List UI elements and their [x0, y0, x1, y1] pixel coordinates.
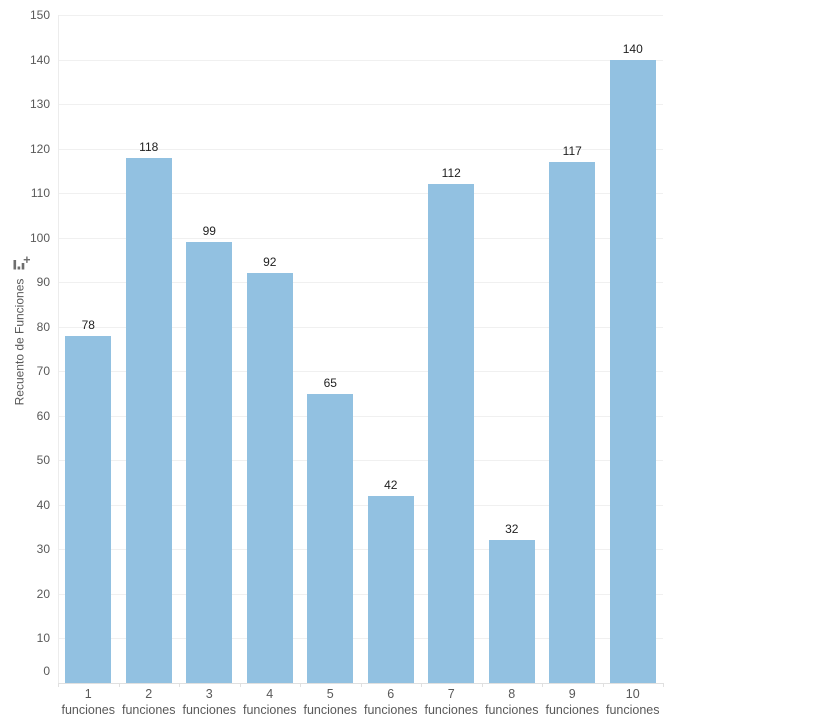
bar[interactable]	[367, 495, 414, 683]
x-tick-suffix: funciones	[121, 703, 176, 717]
bar[interactable]	[428, 184, 475, 683]
bar[interactable]	[246, 273, 293, 683]
x-tick-number: 9	[568, 687, 576, 701]
x-tick-suffix: funciones	[424, 703, 479, 717]
x-tick-number: 6	[387, 687, 395, 701]
gridline	[58, 504, 663, 506]
y-tick-label: 70	[36, 364, 50, 379]
axis-tick	[300, 683, 301, 687]
x-tick-label: 4 funciones	[243, 686, 297, 718]
y-tick-label: 40	[36, 497, 50, 512]
x-tick-label: 8 funciones	[485, 686, 539, 718]
x-tick-label: 9 funciones	[545, 686, 599, 718]
gridline	[58, 59, 663, 61]
axis-tick	[421, 683, 422, 687]
x-tick-suffix: funciones	[242, 703, 297, 717]
axis-tick	[239, 683, 241, 687]
x-tick-suffix: funciones	[182, 703, 237, 717]
x-tick-number: 8	[508, 687, 516, 701]
axis-tick	[360, 683, 362, 687]
x-tick-suffix: funciones	[484, 703, 539, 717]
gridline	[58, 282, 663, 284]
bar-value-label: 99	[202, 224, 216, 239]
x-tick-label: 10 funciones	[606, 686, 660, 718]
bar-value-label: 65	[323, 375, 337, 390]
x-tick-suffix: funciones	[363, 703, 418, 717]
gridline	[58, 371, 663, 373]
bar[interactable]	[609, 59, 656, 683]
y-tick-label: 130	[29, 97, 50, 112]
bar-value-label: 32	[505, 522, 519, 537]
y-tick-label: 60	[36, 408, 50, 423]
y-tick-label: 80	[36, 319, 50, 334]
y-tick-label: 0	[43, 664, 50, 678]
axis-tick	[542, 683, 543, 687]
x-tick-suffix: funciones	[605, 703, 660, 717]
bar[interactable]	[307, 393, 354, 683]
gridline	[58, 326, 663, 328]
x-tick-number: 2	[145, 687, 153, 701]
axis-tick	[602, 683, 604, 687]
y-tick-label: 100	[29, 230, 50, 245]
x-tick-label: 7 funciones	[424, 686, 478, 718]
bar[interactable]	[65, 335, 112, 683]
gridline	[58, 415, 663, 417]
x-tick-label: 5 funciones	[303, 686, 357, 718]
y-tick-label: 90	[36, 275, 50, 290]
gridline	[58, 460, 663, 462]
gridline	[58, 237, 663, 239]
x-tick-label: 2 funciones	[122, 686, 176, 718]
bar-value-label: 92	[263, 255, 277, 270]
x-tick-number: 4	[266, 687, 274, 701]
bar-value-label: 112	[441, 166, 461, 181]
gridline	[58, 148, 663, 150]
x-tick-number: 10	[625, 687, 640, 701]
axis-tick	[118, 683, 120, 687]
x-tick-number: 1	[84, 687, 92, 701]
y-tick-label: 20	[36, 586, 50, 601]
y-tick-label: 150	[29, 8, 50, 22]
y-tick-label: 140	[29, 52, 50, 67]
y-tick-label: 50	[36, 453, 50, 468]
axis-tick	[481, 683, 483, 687]
bar-value-label: 42	[384, 477, 398, 492]
gridline	[58, 104, 663, 106]
y-tick-label: 30	[36, 542, 50, 557]
axis-tick	[179, 683, 180, 687]
x-tick-suffix: funciones	[545, 703, 600, 717]
x-tick-label: 1 funciones	[61, 686, 115, 718]
gridline	[58, 638, 663, 640]
bar-value-label: 140	[622, 41, 643, 56]
bar-chart-plus-icon	[13, 256, 30, 270]
x-tick-suffix: funciones	[303, 703, 358, 717]
bar[interactable]	[549, 161, 596, 683]
x-tick-number: 3	[205, 687, 213, 701]
bar-value-label: 117	[562, 143, 582, 158]
bar[interactable]	[186, 242, 233, 683]
gridline	[58, 593, 663, 595]
y-tick-label: 10	[36, 631, 50, 646]
x-tick-label: 6 funciones	[364, 686, 418, 718]
bar[interactable]	[488, 540, 535, 683]
y-axis-line	[58, 15, 59, 683]
y-tick-label: 120	[29, 141, 50, 156]
bar-value-label: 118	[139, 139, 159, 154]
gridline	[58, 193, 663, 195]
x-tick-label: 3 funciones	[182, 686, 236, 718]
x-tick-suffix: funciones	[61, 703, 116, 717]
axis-tick	[663, 683, 664, 687]
axis-tick	[58, 683, 59, 687]
gridline	[58, 15, 663, 16]
y-tick-label: 110	[30, 186, 50, 201]
bar-value-label: 78	[81, 317, 95, 332]
x-tick-number: 5	[326, 687, 334, 701]
x-tick-number: 7	[447, 687, 455, 701]
bar[interactable]	[125, 157, 172, 683]
gridline	[58, 549, 663, 551]
